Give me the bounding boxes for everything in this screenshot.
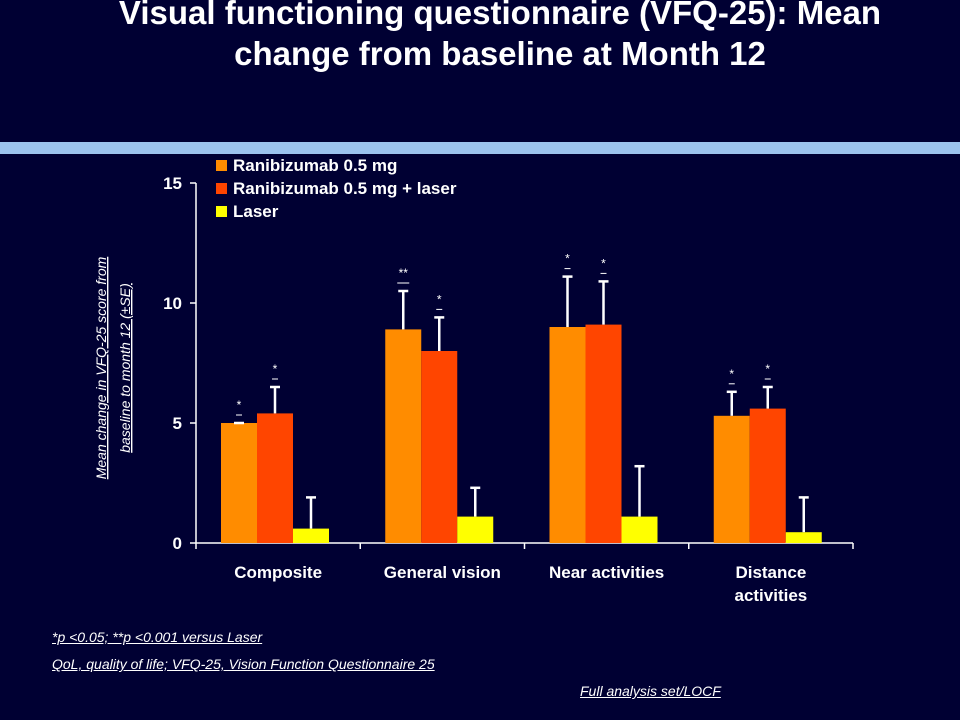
significance-marker: *	[437, 292, 442, 306]
y-axis-label-line: baseline to month 12 (±SE)	[117, 283, 133, 453]
legend-label: Ranibizumab 0.5 mg + laser	[233, 179, 457, 198]
abbreviations-footnote: QoL, quality of life; VFQ-25, Vision Fun…	[52, 656, 435, 672]
y-axis-label-line: Mean change in VFQ-25 score from	[93, 256, 109, 479]
slide-title-line-2: change from baseline at Month 12	[234, 35, 766, 72]
significance-marker: *	[565, 252, 570, 266]
y-tick-label: 0	[173, 534, 182, 553]
significance-marker: *	[601, 256, 606, 270]
significance-footnote: *p <0.05; **p <0.001 versus Laser	[52, 629, 263, 645]
y-tick-label: 5	[173, 414, 182, 433]
x-category-label: General vision	[384, 563, 501, 582]
x-category-label: Near activities	[549, 563, 664, 582]
y-tick-label: 15	[163, 174, 182, 193]
bar	[713, 415, 750, 543]
significance-marker: *	[729, 367, 734, 381]
x-category-label: activities	[734, 586, 807, 605]
bar	[785, 532, 822, 543]
slide-title-line-1: Visual functioning questionnaire (VFQ-25…	[118, 0, 882, 31]
bar	[621, 516, 658, 543]
significance-marker: *	[237, 398, 242, 412]
x-category-label: Composite	[234, 563, 322, 582]
significance-marker: *	[273, 362, 278, 376]
bar	[421, 351, 458, 543]
legend-swatch	[216, 183, 227, 194]
bar	[221, 423, 257, 543]
bar	[257, 413, 293, 543]
legend-swatch	[216, 206, 227, 217]
x-category-label: Distance	[735, 563, 806, 582]
significance-marker: *	[765, 362, 770, 376]
bar	[549, 327, 586, 543]
y-tick-label: 10	[163, 294, 182, 313]
bar	[457, 516, 494, 543]
bar	[293, 528, 329, 543]
significance-marker: **	[399, 266, 409, 280]
legend-label: Laser	[233, 202, 279, 221]
bar	[749, 408, 786, 543]
bar	[585, 324, 622, 543]
legend-swatch	[216, 160, 227, 171]
title-accent-bar	[0, 142, 960, 154]
slide-title: Visual functioning questionnaire (VFQ-25…	[30, 0, 960, 74]
legend-label: Ranibizumab 0.5 mg	[233, 156, 397, 175]
bar	[385, 329, 422, 543]
bar-chart: 0 5 10 15 Composite General vision Near activi…	[93, 156, 854, 605]
analysis-set-footnote: Full analysis set/LOCF	[580, 683, 721, 699]
